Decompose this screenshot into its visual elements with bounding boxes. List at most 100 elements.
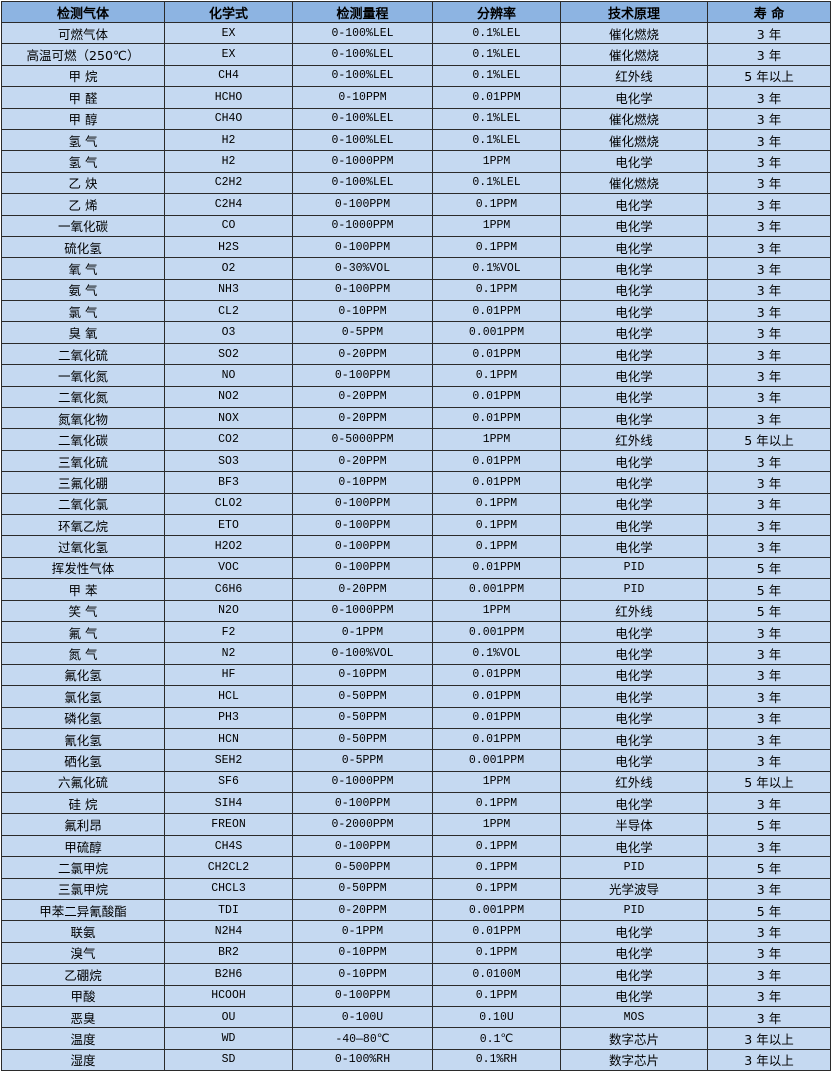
- table-row: 氮氧化物 NOX 0-20PPM 0.01PPM 电化学 3 年: [1, 407, 831, 430]
- principle-cell: 电化学: [560, 941, 708, 965]
- table-row: 甲酸 HCOOH 0-100PPM 0.1PPM 电化学 3 年: [1, 984, 831, 1007]
- header-formula: 化学式: [164, 1, 293, 23]
- lifespan-cell: 3 年: [707, 642, 831, 665]
- lifespan-cell: 3 年: [707, 984, 831, 1007]
- principle-cell: 电化学: [560, 471, 708, 494]
- principle-cell: 电化学: [560, 620, 708, 644]
- formula-cell: EX: [164, 43, 293, 66]
- resolution-cell: 0.01PPM: [432, 449, 561, 473]
- table-row: 乙硼烷 B2H6 0-10PPM 0.0100M 电化学 3 年: [1, 963, 831, 986]
- header-gas: 检测气体: [1, 1, 165, 23]
- range-cell: 0-5000PPM: [292, 428, 433, 451]
- table-row: 氟利昂 FREON 0-2000PPM 1PPM 半导体 5 年: [1, 813, 831, 836]
- resolution-cell: 0.01PPM: [432, 385, 561, 409]
- range-cell: 0-10PPM: [292, 471, 433, 494]
- gas-name-cell: 高温可燃（250℃）: [1, 43, 165, 66]
- range-cell: 0-10PPM: [292, 941, 433, 965]
- formula-cell: CH2CL2: [164, 856, 293, 879]
- lifespan-cell: 3 年: [707, 727, 831, 751]
- resolution-cell: 0.1PPM: [432, 856, 561, 879]
- resolution-cell: 1PPM: [432, 770, 561, 794]
- gas-name-cell: 甲 苯: [1, 578, 165, 601]
- resolution-cell: 0.01PPM: [432, 706, 561, 729]
- formula-cell: O2: [164, 257, 293, 280]
- formula-cell: SEH2: [164, 749, 293, 772]
- resolution-cell: 0.001PPM: [432, 321, 561, 344]
- resolution-cell: 0.1%LEL: [432, 43, 561, 66]
- principle-cell: 电化学: [560, 407, 708, 430]
- table-row: 甲硫醇 CH4S 0-100PPM 0.1PPM 电化学 3 年: [1, 834, 831, 858]
- table-row: 三氧化硫 SO3 0-20PPM 0.01PPM 电化学 3 年: [1, 449, 831, 473]
- principle-cell: 红外线: [560, 599, 708, 622]
- gas-name-cell: 一氧化氮: [1, 364, 165, 387]
- range-cell: 0-500PPM: [292, 856, 433, 879]
- range-cell: 0-100PPM: [292, 513, 433, 537]
- gas-name-cell: 二氧化氯: [1, 492, 165, 515]
- principle-cell: 电化学: [560, 257, 708, 280]
- lifespan-cell: 3 年: [707, 792, 831, 815]
- gas-name-cell: 氮氧化物: [1, 407, 165, 430]
- principle-cell: 红外线: [560, 770, 708, 794]
- table-row: 挥发性气体 VOC 0-100PPM 0.01PPM PID 5 年: [1, 556, 831, 580]
- gas-name-cell: 挥发性气体: [1, 556, 165, 580]
- resolution-cell: 0.01PPM: [432, 407, 561, 430]
- gas-name-cell: 溴气: [1, 941, 165, 965]
- lifespan-cell: 3 年以上: [707, 1027, 831, 1050]
- table-row: 三氯甲烷 CHCL3 0-50PPM 0.1PPM 光学波导 3 年: [1, 877, 831, 901]
- lifespan-cell: 5 年: [707, 578, 831, 601]
- table-row: 氮 气 N2 0-100%VOL 0.1%VOL 电化学 3 年: [1, 642, 831, 665]
- range-cell: 0-50PPM: [292, 685, 433, 708]
- table-row: 二氧化氯 CLO2 0-100PPM 0.1PPM 电化学 3 年: [1, 492, 831, 515]
- lifespan-cell: 3 年: [707, 107, 831, 130]
- table-row: 氯化氢 HCL 0-50PPM 0.01PPM 电化学 3 年: [1, 685, 831, 708]
- gas-name-cell: 甲硫醇: [1, 834, 165, 858]
- range-cell: 0-100PPM: [292, 984, 433, 1007]
- range-cell: 0-20PPM: [292, 899, 433, 922]
- principle-cell: 电化学: [560, 150, 708, 173]
- resolution-cell: 0.1PPM: [432, 278, 561, 302]
- formula-cell: PH3: [164, 706, 293, 729]
- gas-name-cell: 二氧化硫: [1, 342, 165, 366]
- gas-name-cell: 甲 烷: [1, 64, 165, 88]
- resolution-cell: 1PPM: [432, 428, 561, 451]
- range-cell: 0-20PPM: [292, 449, 433, 473]
- range-cell: 0-50PPM: [292, 877, 433, 901]
- lifespan-cell: 3 年以上: [707, 1048, 831, 1072]
- range-cell: 0-100PPM: [292, 792, 433, 815]
- table-body: 可燃气体 EX 0-100%LEL 0.1%LEL 催化燃烧 3 年高温可燃（250℃） E…: [1, 21, 831, 1072]
- range-cell: 0-10PPM: [292, 86, 433, 109]
- resolution-cell: 0.1%LEL: [432, 128, 561, 152]
- table-row: 乙 炔 C2H2 0-100%LEL 0.1%LEL 催化燃烧 3 年: [1, 171, 831, 195]
- principle-cell: 电化学: [560, 449, 708, 473]
- formula-cell: C6H6: [164, 578, 293, 601]
- resolution-cell: 0.01PPM: [432, 342, 561, 366]
- resolution-cell: 0.1PPM: [432, 877, 561, 901]
- resolution-cell: 0.1%VOL: [432, 642, 561, 665]
- resolution-cell: 0.001PPM: [432, 749, 561, 772]
- principle-cell: 电化学: [560, 385, 708, 409]
- table-row: 二氧化氮 NO2 0-20PPM 0.01PPM 电化学 3 年: [1, 385, 831, 409]
- lifespan-cell: 3 年: [707, 834, 831, 858]
- lifespan-cell: 3 年: [707, 471, 831, 494]
- table-row: 恶臭 OU 0-100U 0.10U MOS 3 年: [1, 1005, 831, 1029]
- gas-name-cell: 可燃气体: [1, 21, 165, 45]
- range-cell: 0-100%RH: [292, 1048, 433, 1072]
- range-cell: 0-100%LEL: [292, 21, 433, 45]
- lifespan-cell: 3 年: [707, 620, 831, 644]
- formula-cell: H2S: [164, 235, 293, 259]
- gas-name-cell: 乙 烯: [1, 193, 165, 216]
- resolution-cell: 0.01PPM: [432, 471, 561, 494]
- gas-name-cell: 氮 气: [1, 642, 165, 665]
- formula-cell: SIH4: [164, 792, 293, 815]
- table-row: 氧 气 O2 0-30%VOL 0.1%VOL 电化学 3 年: [1, 257, 831, 280]
- formula-cell: CHCL3: [164, 877, 293, 901]
- principle-cell: 数字芯片: [560, 1027, 708, 1050]
- formula-cell: B2H6: [164, 963, 293, 986]
- gas-name-cell: 氢 气: [1, 150, 165, 173]
- table-row: 甲 苯 C6H6 0-20PPM 0.001PPM PID 5 年: [1, 578, 831, 601]
- lifespan-cell: 5 年: [707, 556, 831, 580]
- formula-cell: NH3: [164, 278, 293, 302]
- formula-cell: CLO2: [164, 492, 293, 515]
- gas-name-cell: 氯化氢: [1, 685, 165, 708]
- lifespan-cell: 3 年: [707, 877, 831, 901]
